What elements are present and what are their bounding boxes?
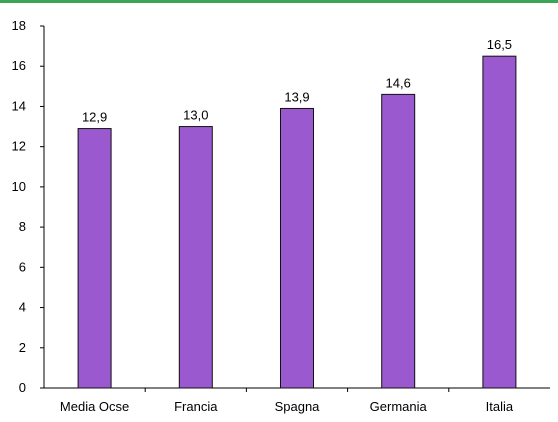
bar-value-label: 13,0 — [183, 108, 208, 123]
y-tick-label: 2 — [19, 340, 26, 355]
y-tick-label: 16 — [12, 58, 26, 73]
bar-value-label: 13,9 — [284, 89, 309, 104]
top-rule — [0, 0, 558, 3]
bar-value-label: 16,5 — [487, 37, 512, 52]
bar-italia — [482, 55, 517, 389]
x-tick-label: Italia — [486, 399, 514, 414]
y-tick-label: 10 — [12, 179, 26, 194]
x-tick-label: Germania — [370, 399, 428, 414]
y-tick-label: 14 — [12, 98, 26, 113]
bar-spagna — [280, 107, 314, 389]
x-tick-label: Spagna — [275, 399, 321, 414]
y-tick-label: 18 — [12, 18, 26, 33]
bar-media-ocse — [77, 128, 112, 389]
bar-value-label: 14,6 — [386, 75, 411, 90]
x-tick-label: Media Ocse — [60, 399, 129, 414]
bar-francia — [178, 126, 213, 389]
bar-value-label: 12,9 — [82, 110, 107, 125]
x-tick-label: Francia — [174, 399, 218, 414]
y-tick-label: 12 — [12, 139, 26, 154]
y-tick-label: 0 — [19, 380, 26, 395]
y-tick-label: 4 — [19, 300, 26, 315]
bar-germania — [381, 93, 416, 389]
y-tick-label: 8 — [19, 219, 26, 234]
y-tick-label: 6 — [19, 259, 26, 274]
